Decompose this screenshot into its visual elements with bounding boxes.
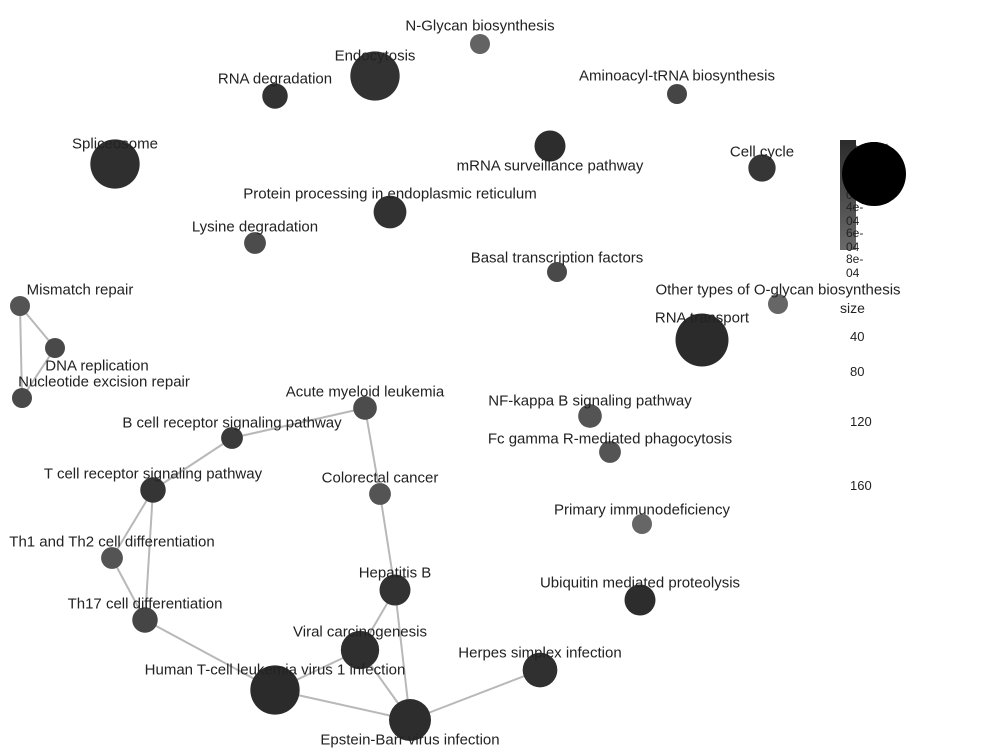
legend-size-circle bbox=[842, 142, 906, 206]
network-plot: N-Glycan biosynthesisEndocytosisAminoacy… bbox=[0, 0, 830, 756]
legend-padjust-tick: 8e-04 bbox=[846, 252, 863, 280]
legend-size-row: 40 bbox=[840, 322, 990, 350]
network-node bbox=[132, 607, 158, 633]
network-node bbox=[768, 294, 788, 314]
network-node bbox=[250, 665, 299, 714]
network-node bbox=[262, 83, 288, 109]
legend-size-label: 160 bbox=[850, 478, 872, 493]
network-node bbox=[632, 514, 652, 534]
network-node bbox=[353, 396, 377, 420]
legend-size-label: 40 bbox=[850, 329, 864, 344]
network-node bbox=[101, 547, 123, 569]
legend-size-row: 80 bbox=[840, 350, 990, 393]
network-node bbox=[221, 427, 243, 449]
legend-size-row: 120 bbox=[840, 393, 990, 450]
network-node bbox=[547, 262, 567, 282]
network-node bbox=[578, 404, 602, 428]
network-node bbox=[10, 296, 30, 316]
legend-size-rows: 40 80 120 160 bbox=[840, 322, 990, 522]
network-node bbox=[676, 314, 729, 367]
legend-size-title: size bbox=[840, 300, 990, 316]
network-node bbox=[341, 631, 379, 669]
network-node bbox=[380, 575, 411, 606]
network-node bbox=[625, 585, 656, 616]
network-node bbox=[667, 84, 687, 104]
network-node bbox=[374, 196, 407, 229]
node-layer bbox=[0, 0, 830, 756]
legend-size-label: 120 bbox=[850, 414, 872, 429]
network-node bbox=[599, 441, 621, 463]
network-node bbox=[244, 232, 266, 254]
network-node bbox=[140, 477, 166, 503]
network-node bbox=[470, 34, 490, 54]
legend-size-row: 160 bbox=[840, 450, 990, 522]
network-node bbox=[535, 131, 566, 162]
network-node bbox=[523, 653, 558, 688]
network-node bbox=[389, 699, 431, 741]
network-node bbox=[45, 338, 65, 358]
legend: p.adjust 2e-044e-046e-048e-04 size 40801… bbox=[840, 140, 990, 522]
legend-size-label: 80 bbox=[850, 364, 864, 379]
network-node bbox=[748, 154, 775, 181]
network-node bbox=[350, 51, 399, 100]
network-node bbox=[369, 483, 391, 505]
legend-padjust-tick: 6e-04 bbox=[846, 226, 863, 254]
network-node bbox=[12, 388, 32, 408]
network-node bbox=[90, 139, 139, 188]
